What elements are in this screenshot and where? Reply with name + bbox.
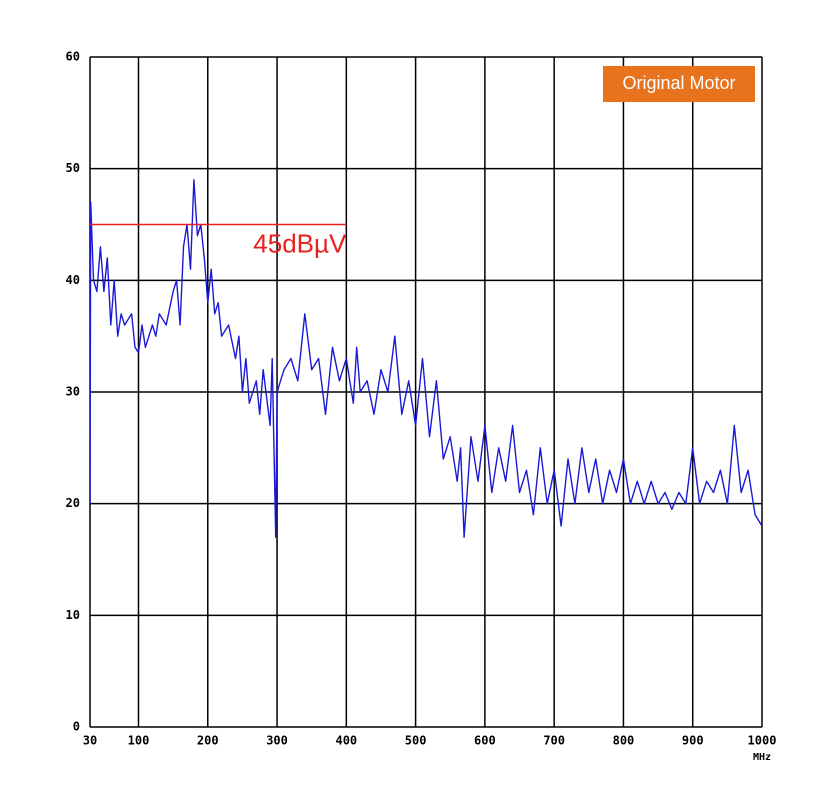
x-tick-label: 400	[335, 734, 357, 748]
badge-box	[603, 66, 755, 102]
x-axis-label: MHz	[753, 752, 771, 763]
y-tick-label: 50	[66, 161, 80, 175]
x-tick-label: 1000	[748, 734, 777, 748]
limit-label: 45dBµV	[253, 228, 347, 258]
x-tick-label: 800	[613, 734, 635, 748]
y-tick-label: 30	[66, 385, 80, 399]
x-tick-label: 30	[83, 734, 97, 748]
y-tick-label: 0	[73, 720, 80, 734]
y-tick-label: 40	[66, 273, 80, 287]
x-tick-label: 600	[474, 734, 496, 748]
y-tick-label: 20	[66, 496, 80, 510]
x-tick-label: 900	[682, 734, 704, 748]
y-tick-label: 60	[66, 50, 80, 64]
x-tick-label: 200	[197, 734, 219, 748]
x-tick-label: 700	[543, 734, 565, 748]
x-tick-label: 300	[266, 734, 288, 748]
data-line	[89, 179, 763, 538]
x-tick-label: 500	[405, 734, 427, 748]
y-tick-label: 10	[66, 608, 80, 622]
x-tick-label: 100	[128, 734, 150, 748]
badge-text: Original Motor	[622, 73, 735, 93]
